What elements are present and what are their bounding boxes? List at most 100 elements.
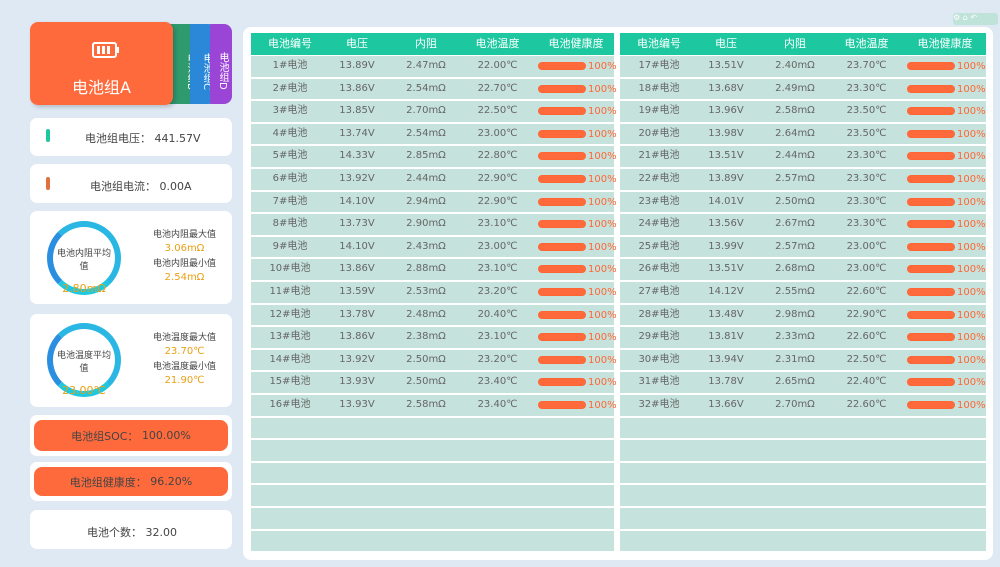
header-cell: 电池温度: [844, 37, 889, 50]
cell: 31#电池: [638, 376, 680, 388]
resistance-ring: 电池内阻平均值 2.80mΩ: [47, 221, 121, 295]
health-value: 100%: [588, 219, 617, 231]
value: 2.80mΩ: [62, 282, 106, 295]
health-value: 100%: [957, 264, 986, 276]
cell: 22.90℃: [846, 308, 887, 320]
cell: 2.57mΩ: [775, 173, 815, 184]
cell: 23.00℃: [846, 240, 887, 252]
label: 电池内阻最大值: [152, 230, 216, 240]
cell: 2.85mΩ: [406, 150, 446, 162]
table-row: [251, 417, 614, 439]
cell: 2.54mΩ: [406, 82, 446, 94]
count-card: 电池个数： 32.00: [30, 510, 232, 549]
health-bar: [538, 401, 586, 409]
health-value: 100%: [957, 61, 986, 72]
tab-a[interactable]: 电池组A: [30, 22, 173, 105]
label: 电池内阻最小值: [152, 259, 216, 269]
cell: 13.68V: [708, 82, 744, 94]
cell: 2.47mΩ: [406, 60, 446, 71]
value: 100.00%: [141, 429, 191, 442]
health-value: 100%: [588, 309, 617, 321]
health-value: 100%: [957, 287, 986, 298]
health-value: 100%: [588, 264, 617, 276]
cell: 2.58mΩ: [406, 399, 446, 410]
table-row: [251, 395, 614, 416]
cell: 2.88mΩ: [406, 263, 446, 275]
cell: 2.53mΩ: [406, 286, 446, 297]
value: 3.06mΩ: [164, 243, 205, 254]
cell: 13.81V: [708, 331, 744, 343]
cell: 16#电池: [269, 399, 311, 410]
cell: 2.33mΩ: [775, 331, 815, 343]
cell: 2.64mΩ: [775, 127, 815, 139]
cell: 23.40℃: [477, 376, 518, 388]
health-bar: [538, 107, 586, 116]
cell: 2.40mΩ: [775, 60, 815, 71]
health-value: 100%: [588, 196, 617, 208]
health-bar: [907, 152, 955, 161]
cell: 13.48V: [708, 308, 744, 320]
cell: 23.70℃: [846, 60, 887, 71]
table-row: [620, 327, 986, 348]
table-row: [251, 508, 614, 529]
table-panel: 电池编号 电压 内阻 电池温度 电池健康度 1#电池 13.89V 2.47mΩ 22.00℃ 1…: [243, 27, 993, 560]
health-value: 100%: [588, 377, 617, 389]
health-bar: [538, 197, 586, 206]
health-bar: [538, 220, 586, 229]
label: 电池温度最大值: [152, 333, 216, 343]
cell: 2.50mΩ: [775, 195, 815, 207]
cell: 22.40℃: [846, 376, 887, 388]
cell: 9#电池: [272, 240, 308, 252]
soc-card: 电池组SOC： 100.00%: [30, 415, 232, 456]
cell: 28#电池: [638, 308, 680, 320]
cell: 14.33V: [339, 150, 375, 162]
cell: 2.90mΩ: [406, 218, 446, 230]
health-value: 100%: [588, 174, 617, 185]
cell: 23.10℃: [477, 331, 518, 343]
cell: 13.92V: [339, 173, 375, 184]
table-row: [620, 146, 986, 167]
toolbar-icons[interactable]: ⚙ ⌂ ↶: [953, 13, 998, 25]
health-value: 100%: [588, 354, 617, 366]
health-bar: [538, 355, 586, 364]
cell: 13#电池: [269, 331, 311, 343]
cell: 14.12V: [708, 286, 744, 297]
cell: 14.10V: [339, 240, 375, 252]
health-value: 100%: [588, 400, 617, 411]
health-value: 100%: [588, 241, 617, 253]
cell: 23.30℃: [846, 173, 887, 184]
tab-d[interactable]: 电池组D: [210, 24, 232, 104]
value: 23.70℃: [164, 346, 205, 357]
health-bar: [907, 220, 955, 229]
health-bar: [907, 265, 955, 274]
battery-icon: [92, 42, 119, 58]
health-bar: [907, 333, 955, 342]
value: 32.00: [145, 526, 178, 539]
table-header: [620, 33, 986, 55]
table-row: [620, 169, 986, 190]
cell: 13.92V: [339, 353, 375, 365]
cell: 27#电池: [638, 286, 680, 297]
cell: 8#电池: [272, 218, 308, 230]
cell: 13.51V: [708, 60, 744, 71]
cell: 22.60℃: [846, 331, 887, 343]
cell: 13.66V: [708, 399, 744, 410]
health-bar: [907, 107, 955, 116]
cell: 2#电池: [272, 82, 308, 94]
label: 电池个数：: [87, 526, 142, 539]
cell: 22.00℃: [477, 60, 518, 71]
cell: 2.44mΩ: [406, 173, 446, 184]
health-value: 100%: [957, 196, 986, 208]
cell: 22.60℃: [846, 399, 887, 410]
cell: 13.78V: [339, 308, 375, 320]
label: 电池内阻平均值: [56, 249, 111, 272]
cell: 6#电池: [272, 173, 308, 184]
cell: 24#电池: [638, 218, 680, 230]
health-bar: [907, 378, 955, 387]
health-value: 100%: [957, 83, 986, 95]
health-bar: [538, 152, 586, 161]
cell: 4#电池: [272, 127, 308, 139]
table-row: [251, 440, 614, 461]
cell: 5#电池: [272, 150, 308, 162]
cell: 2.58mΩ: [775, 105, 815, 117]
